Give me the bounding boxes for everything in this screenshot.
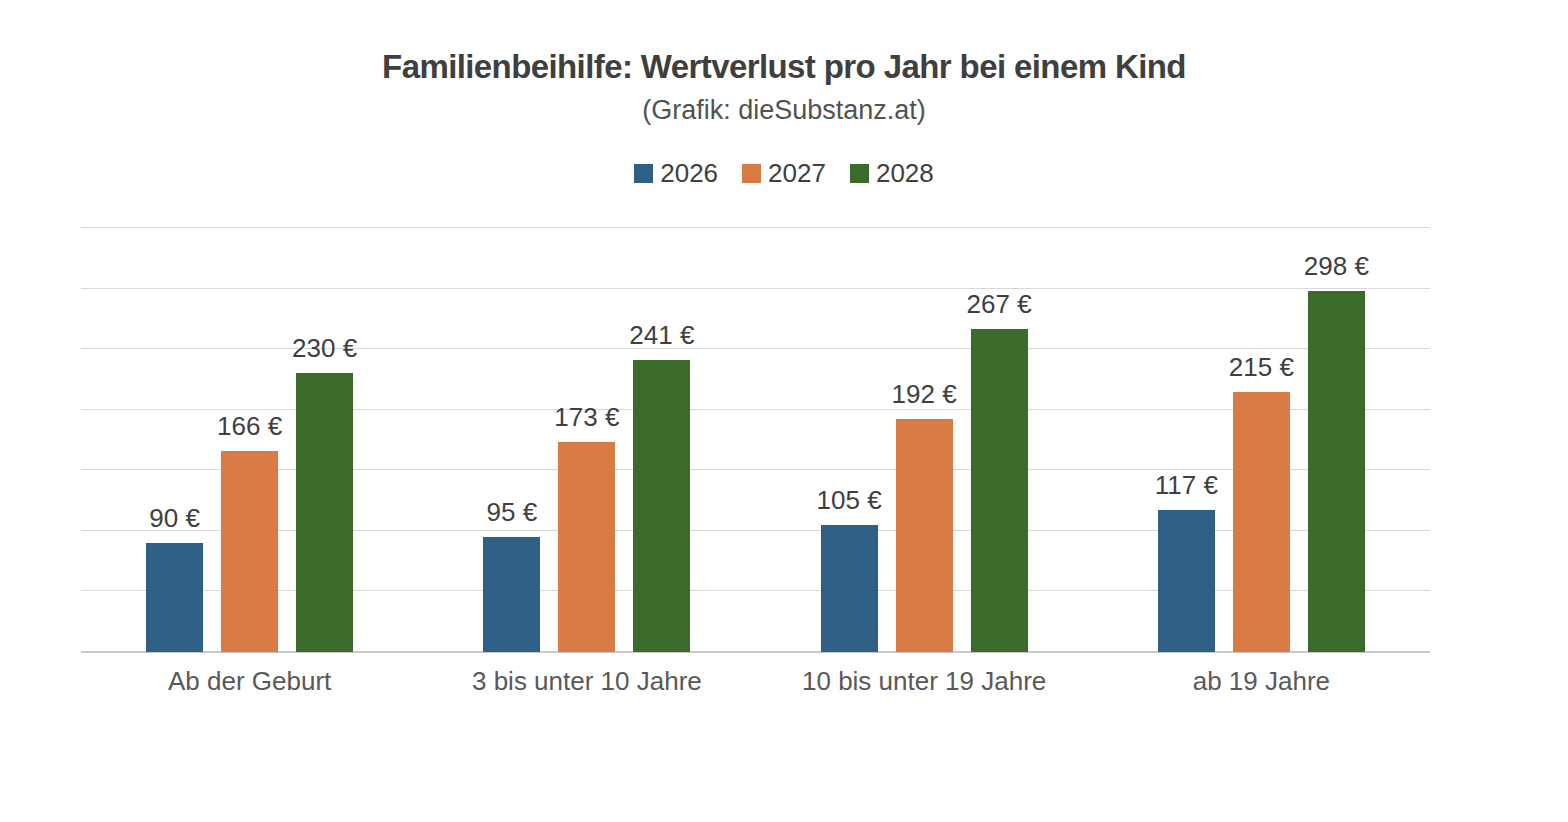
bar-value-label: 267 € <box>967 289 1032 320</box>
bar-2026 <box>483 537 540 652</box>
bar-value-label: 173 € <box>554 402 619 433</box>
category-label: 10 bis unter 19 Jahre <box>756 666 1093 697</box>
bar-group: 117 € 215 € 298 € <box>1093 228 1430 652</box>
bar-column: 215 € <box>1233 228 1290 652</box>
category-axis: Ab der Geburt3 bis unter 10 Jahre10 bis … <box>81 666 1430 697</box>
legend-label: 2026 <box>660 158 718 189</box>
bar-value-label: 298 € <box>1304 251 1369 282</box>
bar-value-label: 192 € <box>892 379 957 410</box>
bar-2028 <box>296 373 353 652</box>
category-label: Ab der Geburt <box>81 666 418 697</box>
bar-2028 <box>1308 291 1365 652</box>
bar-value-label: 90 € <box>149 503 200 534</box>
bar-value-label: 215 € <box>1229 352 1294 383</box>
legend-item-2028: 2028 <box>850 158 934 189</box>
legend-item-2026: 2026 <box>634 158 718 189</box>
bar-column: 267 € <box>971 228 1028 652</box>
bar-2027 <box>221 451 278 652</box>
bar-group: 105 € 192 € 267 € <box>756 228 1093 652</box>
bar-groups: 90 € 166 € 230 € 95 € 173 € 241 € 105 € 192 € 26… <box>81 228 1430 652</box>
bar-value-label: 105 € <box>817 485 882 516</box>
bar-2028 <box>633 360 690 652</box>
bar-column: 90 € <box>146 228 203 652</box>
chart-title: Familienbeihilfe: Wertverlust pro Jahr b… <box>0 48 1568 86</box>
bar-column: 298 € <box>1308 228 1365 652</box>
legend-swatch-icon <box>634 164 653 183</box>
plot-area: 90 € 166 € 230 € 95 € 173 € 241 € 105 € 192 € 26… <box>81 228 1430 652</box>
bar-2026 <box>146 543 203 652</box>
legend-swatch-icon <box>850 164 869 183</box>
category-label: 3 bis unter 10 Jahre <box>418 666 755 697</box>
bar-value-label: 117 € <box>1155 470 1218 501</box>
bar-column: 95 € <box>483 228 540 652</box>
bar-value-label: 241 € <box>629 320 694 351</box>
bar-value-label: 230 € <box>292 333 357 364</box>
bar-2027 <box>558 442 615 652</box>
chart-legend: 2026 2027 2028 <box>0 158 1568 189</box>
bar-column: 166 € <box>221 228 278 652</box>
legend-item-2027: 2027 <box>742 158 826 189</box>
bar-group: 90 € 166 € 230 € <box>81 228 418 652</box>
bar-column: 117 € <box>1158 228 1215 652</box>
bar-column: 105 € <box>821 228 878 652</box>
bar-2027 <box>1233 392 1290 652</box>
legend-label: 2027 <box>768 158 826 189</box>
bar-2026 <box>821 525 878 652</box>
bar-value-label: 95 € <box>487 497 538 528</box>
bar-2027 <box>896 419 953 652</box>
bar-column: 173 € <box>558 228 615 652</box>
bar-column: 241 € <box>633 228 690 652</box>
bar-value-label: 166 € <box>217 411 282 442</box>
bar-2026 <box>1158 510 1215 652</box>
chart-canvas: Familienbeihilfe: Wertverlust pro Jahr b… <box>0 0 1568 822</box>
bar-group: 95 € 173 € 241 € <box>418 228 755 652</box>
legend-swatch-icon <box>742 164 761 183</box>
legend-label: 2028 <box>876 158 934 189</box>
bar-2028 <box>971 329 1028 652</box>
bar-column: 230 € <box>296 228 353 652</box>
category-label: ab 19 Jahre <box>1093 666 1430 697</box>
chart-subtitle: (Grafik: dieSubstanz.at) <box>0 95 1568 126</box>
bar-column: 192 € <box>896 228 953 652</box>
